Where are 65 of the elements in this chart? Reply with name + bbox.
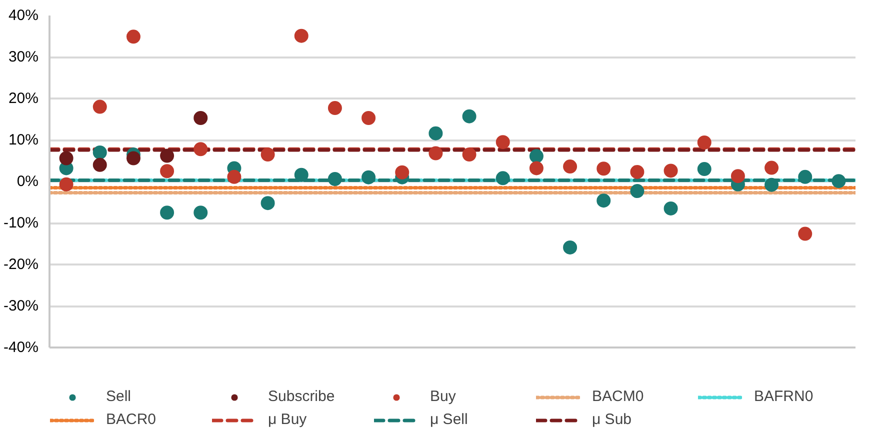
point bbox=[697, 136, 712, 150]
point bbox=[462, 109, 476, 124]
point bbox=[798, 226, 812, 241]
point bbox=[126, 151, 140, 166]
point bbox=[160, 148, 174, 163]
point bbox=[496, 171, 510, 186]
point bbox=[260, 196, 275, 210]
point bbox=[596, 162, 611, 176]
point bbox=[496, 135, 510, 150]
y-tick-label: 0% bbox=[16, 173, 39, 190]
legend-label: μ Buy bbox=[268, 411, 308, 428]
y-tick-label: 10% bbox=[8, 132, 39, 148]
y-tick-label: 20% bbox=[8, 90, 39, 107]
legend-label: μ Sub bbox=[592, 411, 632, 428]
legend-label: μ Sell bbox=[430, 411, 469, 428]
point bbox=[92, 158, 107, 172]
point bbox=[126, 30, 140, 44]
point bbox=[160, 206, 174, 220]
legend-label: Sell bbox=[106, 388, 132, 405]
point bbox=[764, 160, 779, 175]
point bbox=[160, 164, 174, 178]
point bbox=[697, 162, 712, 176]
point bbox=[194, 142, 208, 156]
point bbox=[563, 160, 578, 174]
point bbox=[362, 111, 376, 125]
point bbox=[630, 164, 644, 179]
y-tick-label: -40% bbox=[3, 339, 39, 356]
point bbox=[362, 170, 376, 184]
point bbox=[630, 184, 644, 198]
point bbox=[260, 148, 275, 162]
point bbox=[664, 164, 678, 178]
y-tick-label: -20% bbox=[3, 256, 39, 273]
point bbox=[294, 28, 308, 43]
point bbox=[664, 201, 678, 216]
point bbox=[59, 151, 74, 166]
legend-label: Buy bbox=[430, 388, 457, 405]
legend-label: BAFRN0 bbox=[754, 388, 814, 405]
legend-label: BACR0 bbox=[106, 411, 158, 428]
y-tick-label: -10% bbox=[3, 214, 39, 232]
point bbox=[730, 169, 745, 184]
point bbox=[328, 101, 342, 116]
point bbox=[227, 170, 242, 184]
point bbox=[294, 168, 308, 182]
point bbox=[92, 100, 107, 114]
point bbox=[194, 206, 208, 220]
point bbox=[529, 149, 544, 164]
y-tick-label: 30% bbox=[8, 48, 39, 66]
point bbox=[428, 146, 443, 160]
point bbox=[92, 145, 107, 160]
y-tick-label: -30% bbox=[3, 298, 39, 314]
legend-label: BACM0 bbox=[592, 388, 645, 405]
point bbox=[462, 148, 476, 162]
point bbox=[328, 172, 342, 186]
point bbox=[764, 178, 779, 192]
point bbox=[563, 240, 578, 254]
point bbox=[428, 126, 443, 140]
point bbox=[798, 170, 812, 184]
point bbox=[529, 161, 544, 176]
legend-label: Subscribe bbox=[268, 388, 336, 405]
point bbox=[395, 165, 410, 180]
point bbox=[596, 194, 611, 208]
point bbox=[59, 177, 74, 192]
point bbox=[194, 111, 208, 125]
point bbox=[832, 174, 846, 188]
y-tick-label: 40% bbox=[8, 7, 39, 24]
